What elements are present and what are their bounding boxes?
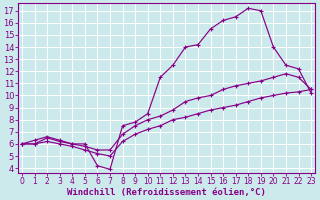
X-axis label: Windchill (Refroidissement éolien,°C): Windchill (Refroidissement éolien,°C) [67, 188, 266, 197]
